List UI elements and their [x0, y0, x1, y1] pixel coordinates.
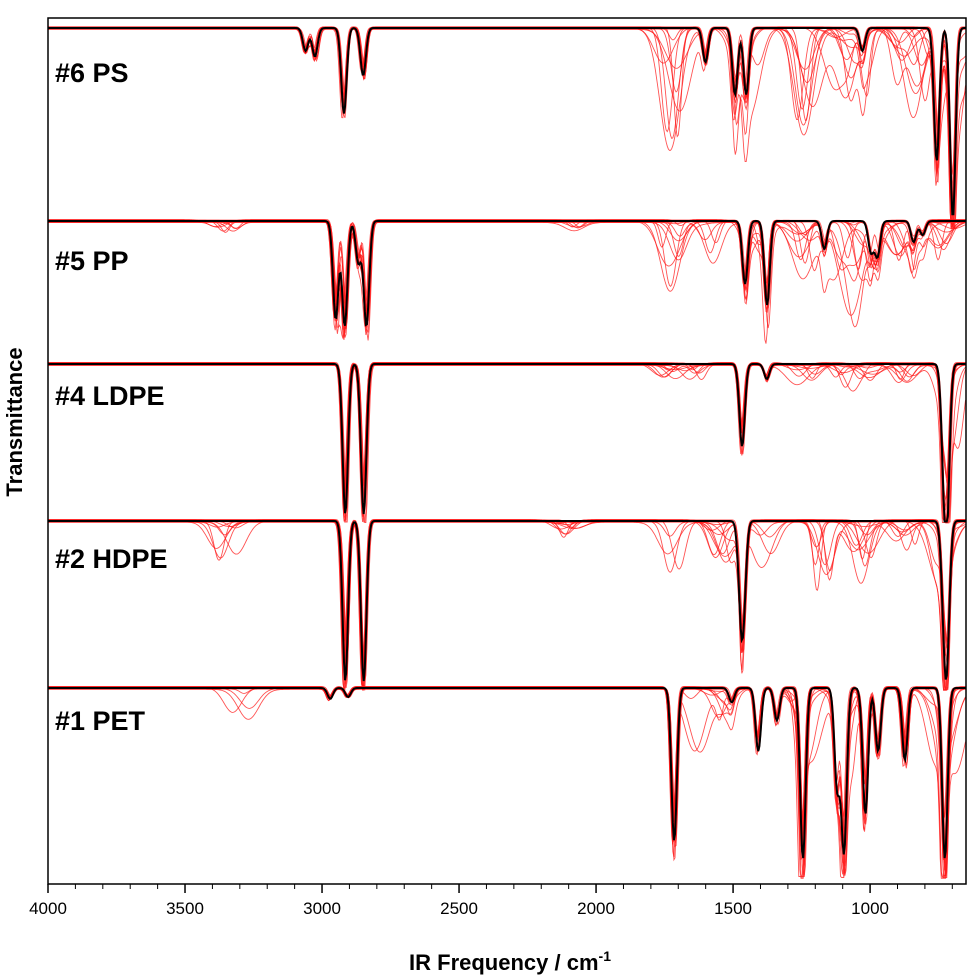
replicate-trace: [48, 28, 966, 190]
replicate-trace: [48, 26, 966, 217]
replicate-trace: [48, 28, 966, 205]
replicate-trace: [48, 362, 966, 495]
series-label-1: #6 PS: [55, 58, 129, 88]
replicate-trace: [48, 521, 966, 691]
replicate-trace: [48, 26, 966, 228]
replicate-trace: [48, 519, 966, 689]
replicate-trace: [48, 363, 966, 523]
replicate-trace: [48, 688, 966, 879]
replicate-trace: [48, 364, 966, 523]
x-axis-ticks: 4000 3500 3000 2500 2000 1500 1000: [29, 884, 953, 918]
x-tick-label-2500: 2500: [440, 899, 478, 918]
replicate-trace: [48, 221, 966, 341]
reference-trace: [48, 27, 966, 216]
replicate-trace: [48, 687, 966, 873]
replicate-trace: [48, 520, 966, 686]
replicate-trace: [48, 26, 966, 228]
replicate-trace: [48, 688, 966, 878]
replicate-trace: [48, 686, 966, 877]
reference-trace: [48, 687, 966, 859]
replicate-trace: [48, 686, 966, 876]
x-axis-title-superscript: -1: [599, 948, 612, 964]
replicate-trace: [48, 26, 966, 227]
replicate-trace: [48, 519, 966, 674]
replicate-trace: [48, 687, 966, 877]
replicate-trace: [48, 27, 966, 175]
replicate-trace: [48, 686, 966, 877]
reference-trace: [48, 520, 966, 682]
replicate-trace: [48, 27, 966, 228]
series-label-3: #4 LDPE: [55, 381, 165, 411]
replicate-trace: [48, 28, 966, 230]
replicate-trace: [48, 519, 966, 654]
replicate-trace: [48, 364, 966, 505]
replicate-trace: [48, 688, 966, 875]
reference-trace: [48, 219, 966, 327]
replicate-trace: [48, 364, 966, 524]
replicate-trace: [48, 520, 966, 692]
plot-frame: [47, 17, 967, 885]
replicate-trace: [48, 363, 966, 523]
replicate-trace: [48, 362, 966, 521]
sample-labels: #6 PS #5 PP #4 LDPE #2 HDPE #1 PET: [55, 58, 168, 736]
replicate-trace: [48, 687, 966, 878]
replicate-trace: [48, 27, 966, 228]
replicate-trace: [48, 362, 966, 523]
replicate-trace: [48, 364, 966, 524]
replicate-trace: [48, 521, 966, 675]
replicate-trace: [48, 520, 966, 690]
replicate-trace: [48, 521, 966, 691]
axes: [47, 17, 967, 885]
replicate-trace: [48, 362, 966, 521]
x-axis-title: IR Frequency / cm-1: [409, 948, 611, 975]
series-4: [48, 519, 966, 692]
replicate-trace: [48, 362, 966, 519]
x-tick-label-1000: 1000: [851, 899, 889, 918]
series-2: [48, 219, 966, 344]
series-1: [48, 26, 966, 230]
x-axis-title-text: IR Frequency / cm: [409, 950, 599, 975]
series-3: [48, 362, 966, 524]
replicate-trace: [48, 363, 966, 516]
x-tick-label-4000: 4000: [29, 899, 67, 918]
y-axis-title: Transmittance: [2, 347, 27, 496]
replicate-trace: [48, 686, 966, 876]
replicate-trace: [48, 519, 966, 677]
replicate-trace: [48, 521, 966, 691]
series-label-4: #2 HDPE: [55, 544, 168, 574]
x-tick-label-2000: 2000: [577, 899, 615, 918]
replicate-trace: [48, 27, 966, 226]
replicate-trace: [48, 28, 966, 212]
replicate-trace: [48, 364, 966, 523]
replicate-trace: [48, 27, 966, 229]
series-5: [48, 686, 966, 879]
replicate-trace: [48, 688, 966, 879]
reference-trace: [48, 363, 966, 523]
replicate-trace: [48, 688, 966, 879]
replicate-trace: [48, 521, 966, 691]
replicate-trace: [48, 520, 966, 690]
replicate-trace: [48, 687, 966, 877]
x-tick-label-3000: 3000: [303, 899, 341, 918]
series-label-5: #1 PET: [55, 706, 146, 736]
replicate-trace: [48, 26, 966, 227]
spectra-traces: [48, 26, 966, 879]
replicate-trace: [48, 363, 966, 522]
series-label-2: #5 PP: [55, 246, 129, 276]
replicate-trace: [48, 521, 966, 676]
x-tick-label-1500: 1500: [714, 899, 752, 918]
x-tick-label-3500: 3500: [166, 899, 204, 918]
